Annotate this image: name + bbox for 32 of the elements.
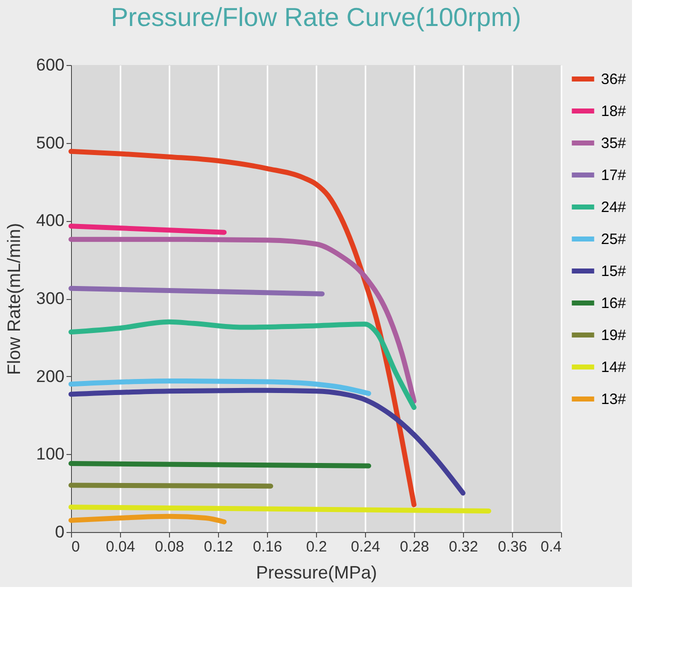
x-tick-label: 0.04 xyxy=(106,538,136,556)
y-tick-label: 300 xyxy=(36,289,64,308)
x-tick-label: 0.24 xyxy=(350,538,380,556)
y-tick-label: 0 xyxy=(55,522,64,542)
legend-label: 19# xyxy=(601,327,627,344)
legend-label: 15# xyxy=(601,263,627,280)
x-tick-label: 0.32 xyxy=(448,538,478,556)
y-tick-label: 400 xyxy=(36,211,64,230)
x-tick-label: 0.28 xyxy=(400,538,430,556)
x-tick-label: 0.08 xyxy=(154,538,184,556)
legend-label: 24# xyxy=(601,199,627,216)
legend-label: 16# xyxy=(601,295,627,312)
y-tick-label: 100 xyxy=(36,444,64,464)
legend-label: 18# xyxy=(601,103,627,120)
x-tick-label: 0 xyxy=(72,538,80,556)
y-axis-title: Flow Rate(mL/min) xyxy=(4,222,24,376)
y-tick-label: 600 xyxy=(36,56,64,74)
legend-label: 17# xyxy=(601,167,627,184)
x-tick-label: 0.16 xyxy=(252,538,282,556)
x-tick-label: 0.4 xyxy=(540,538,562,556)
chart-title: Pressure/Flow Rate Curve(100rpm) xyxy=(110,2,522,32)
legend-label: 14# xyxy=(601,359,627,376)
x-tick-label: 0.36 xyxy=(498,538,528,556)
legend-label: 25# xyxy=(601,231,627,248)
x-tick-label: 0.12 xyxy=(204,538,234,556)
legend-label: 35# xyxy=(601,135,627,152)
legend-label: 13# xyxy=(601,391,627,408)
y-tick-label: 500 xyxy=(36,133,64,152)
y-tick-label: 200 xyxy=(36,366,64,386)
x-axis-title: Pressure(MPa) xyxy=(256,562,378,582)
x-tick-label: 0.2 xyxy=(306,538,327,556)
legend-label: 36# xyxy=(601,71,627,88)
